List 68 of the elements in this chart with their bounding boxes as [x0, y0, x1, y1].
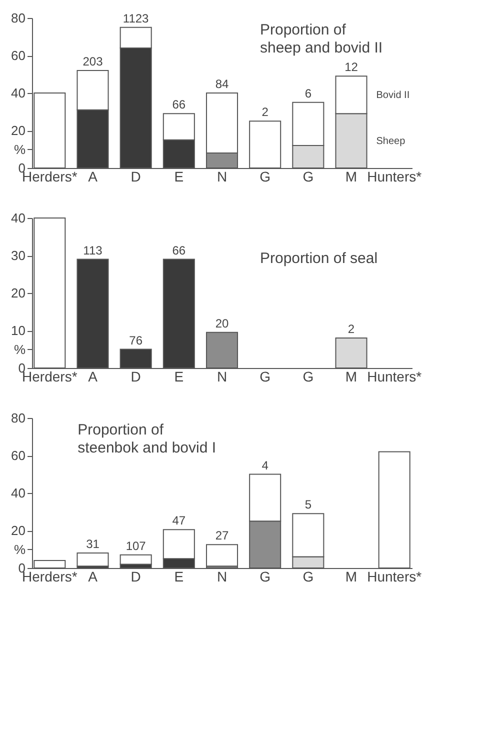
- text: Proportion of steenbok and bovid I: [78, 422, 216, 456]
- x-tick-label: E: [174, 168, 184, 184]
- bar: [76, 552, 109, 567]
- annotation: 31: [86, 537, 100, 551]
- x-tick-label: G: [302, 368, 314, 384]
- y-tick-label: 40: [11, 86, 26, 100]
- annotation: 27: [215, 528, 229, 543]
- text: Proportion of seal: [260, 250, 378, 267]
- y-tick-label: 30: [11, 248, 26, 263]
- x-tick-label: Hunters*: [367, 568, 422, 584]
- annotation: 66: [172, 243, 186, 258]
- x-tick-label: G: [260, 368, 271, 384]
- annotation: 84: [215, 77, 229, 91]
- y-tick-label: 0: [18, 560, 26, 576]
- x-tick-label: G: [260, 568, 271, 584]
- y-tick-label: %: [14, 342, 26, 357]
- x-tick-label: N: [216, 568, 228, 584]
- y-tick-label: 40: [11, 486, 26, 500]
- annotation: 2: [262, 105, 269, 120]
- annotation: 4: [262, 458, 269, 472]
- annotation: 66: [172, 98, 186, 112]
- y-tick-label: 0: [18, 360, 26, 376]
- x-tick-label: A: [88, 368, 98, 384]
- bar: [206, 544, 238, 567]
- y-tick-label: 80: [11, 10, 26, 26]
- y-tick-label: 80: [11, 410, 26, 426]
- y-tick-label: %: [14, 542, 26, 557]
- x-tick-label: A: [88, 568, 98, 584]
- series-label: Bovid II: [376, 90, 410, 101]
- x-tick-label: M: [345, 368, 358, 384]
- bar: [120, 554, 152, 565]
- y-tick-label: 20: [11, 523, 26, 538]
- x-tick-label: M: [345, 568, 358, 584]
- x-tick-label: N: [216, 168, 228, 184]
- x-tick-label: G: [260, 168, 271, 184]
- x-tick-label: E: [174, 368, 184, 384]
- y-tick-label: 60: [11, 448, 26, 463]
- x-tick-label: E: [174, 568, 184, 584]
- annotation: 113: [83, 243, 103, 258]
- annotation: 6: [304, 86, 312, 100]
- x-tick-label: Hunters*: [367, 368, 422, 384]
- x-tick-label: D: [130, 168, 141, 184]
- annotation: 76: [129, 333, 143, 348]
- y-tick-label: 40: [11, 210, 26, 226]
- x-tick-label: D: [130, 568, 141, 584]
- series-label: Sheep: [376, 136, 406, 147]
- x-tick-label: G: [302, 168, 314, 184]
- annotation: 12: [344, 60, 358, 74]
- x-tick-label: D: [130, 368, 141, 384]
- y-tick-label: 0: [18, 160, 26, 176]
- text: Proportion of sheep and bovid II: [260, 22, 383, 56]
- x-tick-label: A: [88, 168, 98, 184]
- annotation: 2: [348, 322, 355, 336]
- annotation: 1123: [122, 11, 150, 26]
- x-tick-label: N: [216, 368, 228, 384]
- y-tick-label: %: [14, 142, 26, 157]
- y-tick-label: 60: [11, 48, 26, 63]
- x-tick-label: M: [345, 168, 358, 184]
- annotation: 107: [126, 538, 146, 553]
- y-tick-label: 20: [11, 123, 26, 138]
- y-tick-label: 20: [11, 286, 26, 300]
- annotation: 47: [172, 514, 186, 528]
- y-tick-label: 10: [11, 323, 26, 338]
- annotation: 203: [82, 54, 104, 68]
- annotation: 20: [215, 316, 229, 330]
- x-tick-label: Hunters*: [367, 168, 422, 184]
- annotation: 5: [304, 498, 312, 512]
- x-tick-label: G: [302, 568, 314, 584]
